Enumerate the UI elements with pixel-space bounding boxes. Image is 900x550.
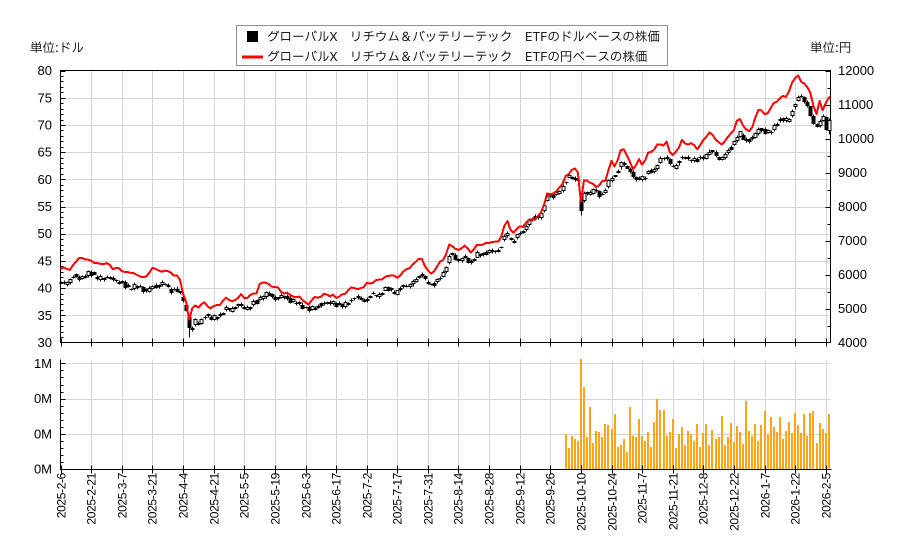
svg-text:55: 55 bbox=[38, 199, 52, 214]
svg-text:2025-10-24: 2025-10-24 bbox=[606, 472, 620, 531]
svg-text:30: 30 bbox=[38, 335, 52, 350]
svg-text:1M: 1M bbox=[34, 356, 52, 371]
svg-text:11000: 11000 bbox=[838, 97, 873, 112]
svg-text:2025-5-19: 2025-5-19 bbox=[269, 472, 283, 524]
svg-text:2026-1-22: 2026-1-22 bbox=[789, 472, 803, 524]
svg-text:2025-9-12: 2025-9-12 bbox=[514, 472, 528, 524]
svg-text:35: 35 bbox=[38, 308, 52, 323]
svg-text:グローバルX リチウム＆バッテリーテック ETFのドルベース: グローバルX リチウム＆バッテリーテック ETFのドルベースの株価 bbox=[267, 28, 660, 47]
svg-text:2026-2-5: 2026-2-5 bbox=[820, 472, 834, 518]
svg-text:40: 40 bbox=[38, 281, 52, 296]
svg-text:2025-8-14: 2025-8-14 bbox=[452, 472, 466, 524]
svg-text:2025-7-2: 2025-7-2 bbox=[361, 472, 375, 518]
svg-text:9000: 9000 bbox=[838, 165, 867, 180]
svg-text:4000: 4000 bbox=[838, 335, 867, 350]
svg-text:50: 50 bbox=[38, 226, 52, 241]
svg-text:2025-6-17: 2025-6-17 bbox=[330, 472, 344, 524]
svg-text:2025-9-26: 2025-9-26 bbox=[544, 472, 558, 524]
svg-text:単位:ドル: 単位:ドル bbox=[30, 39, 84, 58]
svg-text:2025-8-28: 2025-8-28 bbox=[483, 472, 497, 524]
svg-text:グローバルX リチウム＆バッテリーテック ETFの円ベースの: グローバルX リチウム＆バッテリーテック ETFの円ベースの株価 bbox=[267, 48, 647, 67]
svg-text:2025-6-3: 2025-6-3 bbox=[300, 472, 314, 518]
svg-text:0M: 0M bbox=[34, 462, 52, 477]
svg-text:2025-3-7: 2025-3-7 bbox=[116, 472, 130, 518]
svg-text:10000: 10000 bbox=[838, 131, 874, 146]
svg-text:2025-2-21: 2025-2-21 bbox=[85, 472, 99, 524]
svg-text:2025-5-5: 2025-5-5 bbox=[238, 472, 252, 518]
svg-text:7000: 7000 bbox=[838, 233, 867, 248]
svg-text:12000: 12000 bbox=[838, 63, 874, 78]
svg-text:単位:円: 単位:円 bbox=[810, 39, 851, 58]
svg-text:2025-7-31: 2025-7-31 bbox=[422, 472, 436, 524]
svg-text:2025-7-17: 2025-7-17 bbox=[391, 472, 405, 524]
svg-text:2025-12-22: 2025-12-22 bbox=[728, 472, 742, 531]
svg-text:2025-2-6: 2025-2-6 bbox=[55, 472, 69, 518]
svg-text:2025-11-21: 2025-11-21 bbox=[667, 472, 681, 530]
svg-text:2026-1-7: 2026-1-7 bbox=[759, 472, 773, 518]
svg-text:45: 45 bbox=[38, 253, 52, 268]
svg-text:5000: 5000 bbox=[838, 301, 867, 316]
svg-text:2025-4-4: 2025-4-4 bbox=[177, 472, 191, 518]
svg-text:0M: 0M bbox=[34, 426, 52, 441]
svg-text:8000: 8000 bbox=[838, 199, 867, 214]
svg-text:0M: 0M bbox=[34, 391, 52, 406]
svg-text:80: 80 bbox=[38, 63, 52, 78]
svg-text:2025-12-8: 2025-12-8 bbox=[697, 472, 711, 524]
svg-text:2025-3-21: 2025-3-21 bbox=[146, 472, 160, 524]
svg-text:2025-11-7: 2025-11-7 bbox=[636, 472, 650, 523]
svg-text:2025-4-21: 2025-4-21 bbox=[208, 472, 222, 524]
svg-text:60: 60 bbox=[38, 172, 52, 187]
svg-text:70: 70 bbox=[38, 118, 52, 133]
svg-text:65: 65 bbox=[38, 145, 52, 160]
svg-text:75: 75 bbox=[38, 90, 52, 105]
svg-text:2025-10-10: 2025-10-10 bbox=[575, 472, 589, 531]
svg-text:6000: 6000 bbox=[838, 267, 867, 282]
